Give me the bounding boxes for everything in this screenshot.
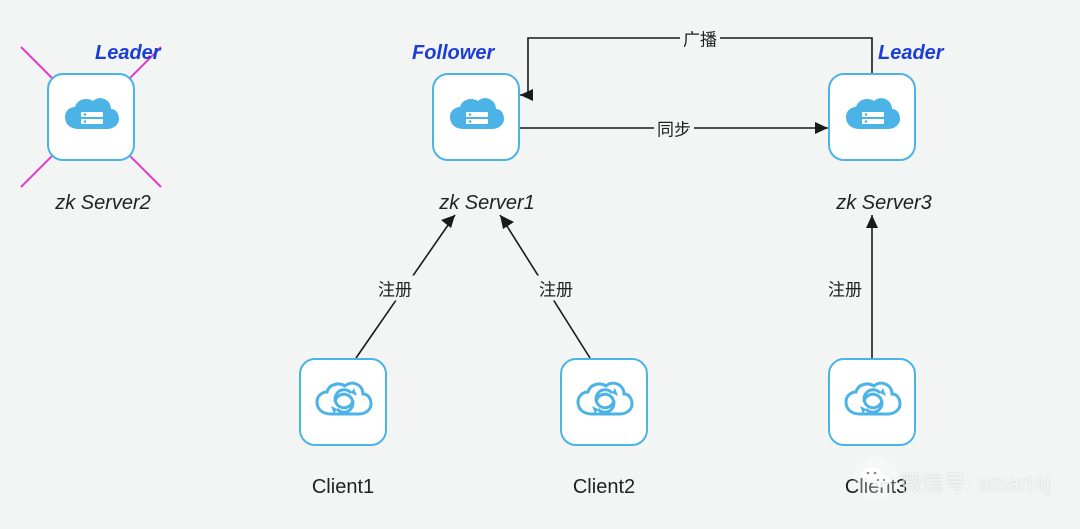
server3-name: zk Server3	[836, 192, 932, 215]
client2-name: Client2	[573, 476, 635, 499]
cloud-server-icon	[842, 95, 902, 139]
cloud-sync-icon	[574, 378, 634, 426]
watermark-text: 微信号: smart4j	[900, 466, 1050, 498]
server3-role: Leader	[878, 42, 944, 65]
diagram-stage: Leader zk Server2 Follower zk Server1 Le…	[0, 0, 1080, 529]
edge-sync-label: 同步	[654, 116, 694, 141]
client1-node	[299, 358, 387, 446]
edge-reg1-label: 注册	[375, 276, 415, 301]
cloud-sync-icon	[313, 378, 373, 426]
cloud-server-icon	[61, 95, 121, 139]
server1-node	[432, 73, 520, 161]
edge-broadcast-label: 广播	[680, 26, 720, 51]
client3-node	[828, 358, 916, 446]
server2-role: Leader	[95, 42, 161, 65]
server1-name: zk Server1	[439, 192, 535, 215]
server2-node	[47, 73, 135, 161]
edge-reg2-label: 注册	[536, 276, 576, 301]
server1-role: Follower	[412, 42, 494, 65]
edge-reg3	[866, 215, 878, 358]
server2-name: zk Server2	[55, 192, 151, 215]
cloud-server-icon	[446, 95, 506, 139]
edge-reg3-label: 注册	[825, 276, 865, 301]
connector-layer	[0, 0, 1080, 529]
cloud-sync-icon	[842, 378, 902, 426]
client1-name: Client1	[312, 476, 374, 499]
wechat-icon	[854, 456, 898, 500]
client2-node	[560, 358, 648, 446]
server3-node	[828, 73, 916, 161]
